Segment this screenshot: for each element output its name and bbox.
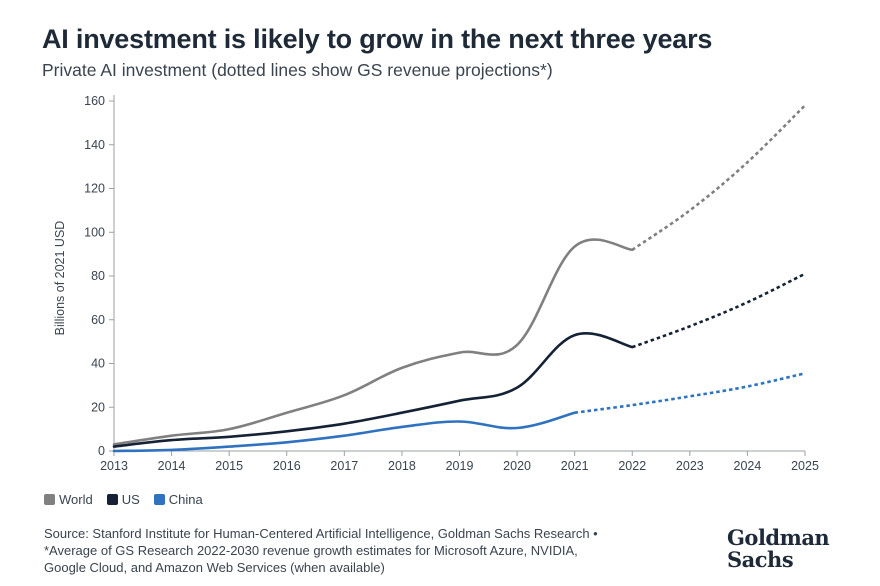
y-tick-label: 160 xyxy=(84,94,105,108)
source-line-1: Source: Stanford Institute for Human-Cen… xyxy=(44,526,598,541)
series-projection-china xyxy=(574,372,806,414)
x-tick-label: 2023 xyxy=(676,459,704,473)
y-tick-label: 40 xyxy=(91,357,105,371)
x-tick-label: 2019 xyxy=(446,459,474,473)
legend-item-world: World xyxy=(44,492,93,507)
y-tick-label: 20 xyxy=(91,400,105,414)
x-tick-label: 2015 xyxy=(215,459,243,473)
y-tick-label: 140 xyxy=(84,138,105,152)
logo-line-1: Goldman xyxy=(727,525,830,550)
chart-series-lines xyxy=(112,104,806,453)
chart-subtitle: Private AI investment (dotted lines show… xyxy=(42,60,553,80)
legend-swatch-china xyxy=(153,494,165,505)
y-tick-label: 80 xyxy=(91,269,105,283)
legend-swatch-world xyxy=(44,494,55,505)
chart-legend: World US China xyxy=(44,492,203,507)
x-tick-label: 2018 xyxy=(388,459,416,473)
legend-item-us: US xyxy=(106,492,140,507)
legend-label-us: US xyxy=(121,492,140,507)
x-tick-label: 2025 xyxy=(791,459,819,473)
chart-axes: 0 20 40 60 80 100 120 140 160 2013 2014 2015 2016 201… xyxy=(53,94,819,473)
logo-line-2: Sachs xyxy=(727,547,794,572)
source-note: Source: Stanford Institute for Human-Cen… xyxy=(44,525,724,576)
x-tick-label: 2022 xyxy=(618,459,646,473)
y-tick-label: 0 xyxy=(98,444,105,458)
legend-swatch-us xyxy=(106,494,118,505)
series-projection-us xyxy=(631,272,806,349)
goldman-sachs-logo: Goldman Sachs xyxy=(727,525,830,572)
y-axis-label: Billions of 2021 USD xyxy=(53,221,67,336)
legend-label-china: China xyxy=(168,492,203,507)
series-projection-world xyxy=(631,104,806,251)
legend-item-china: China xyxy=(153,492,203,507)
x-tick-label: 2021 xyxy=(561,459,589,473)
x-tick-label: 2013 xyxy=(100,459,128,473)
source-line-3: Google Cloud, and Amazon Web Services (w… xyxy=(44,560,385,575)
y-tick-label: 60 xyxy=(91,313,105,327)
x-tick-label: 2016 xyxy=(273,459,301,473)
chart-title: AI investment is likely to grow in the n… xyxy=(42,24,713,54)
series-line-china xyxy=(112,411,576,453)
y-tick-label: 120 xyxy=(84,182,105,196)
x-tick-label: 2020 xyxy=(503,459,531,473)
series-line-world xyxy=(112,238,634,446)
y-tick-label: 100 xyxy=(84,225,105,239)
series-line-us xyxy=(112,332,634,448)
x-tick-label: 2014 xyxy=(158,459,186,473)
source-line-2: *Average of GS Research 2022-2030 revenu… xyxy=(44,543,578,558)
x-tick-label: 2024 xyxy=(734,459,762,473)
x-tick-label: 2017 xyxy=(330,459,358,473)
legend-label-world: World xyxy=(59,492,93,507)
